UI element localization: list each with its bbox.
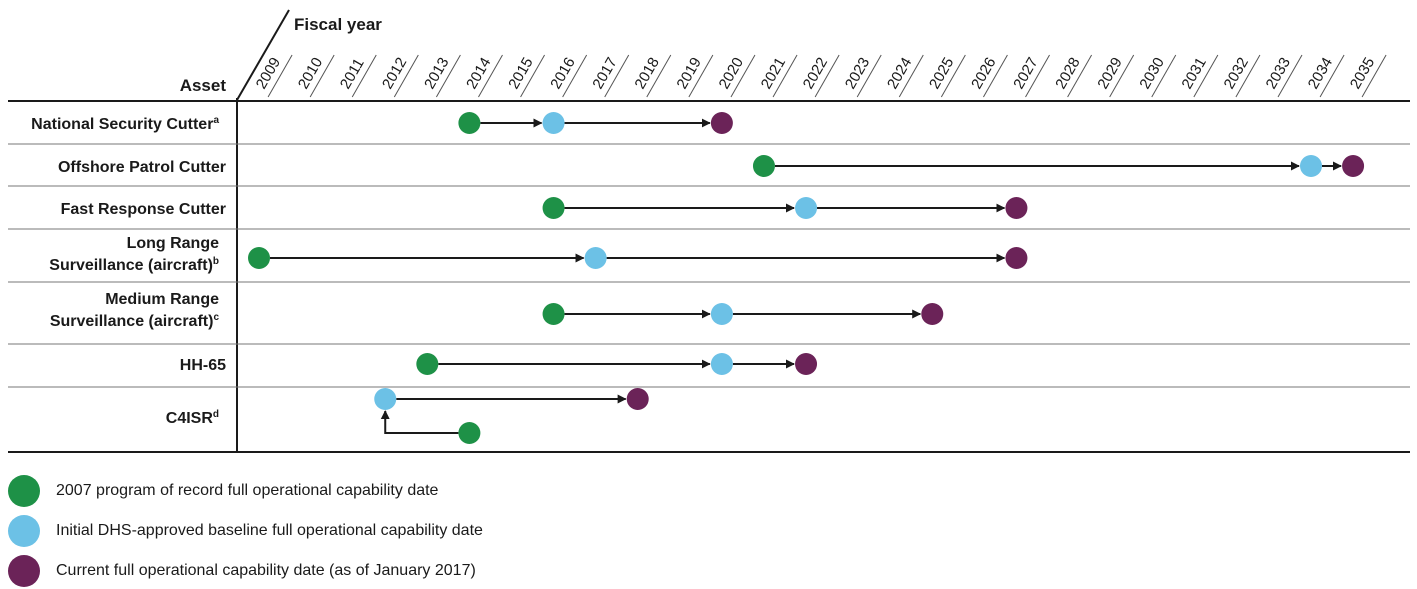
blue-circle-icon <box>8 515 40 547</box>
year-tick-label: 2015 <box>505 55 536 92</box>
year-tick-label: 2019 <box>674 55 705 92</box>
year-tick-label: 2016 <box>547 55 578 92</box>
year-divider <box>267 54 293 98</box>
legend-item-program-of-record: 2007 program of record full operational … <box>8 475 708 509</box>
year-divider <box>309 54 335 98</box>
current-marker <box>1005 197 1028 219</box>
year-divider <box>730 54 756 98</box>
year-divider <box>435 54 461 98</box>
year-tick-label: 2035 <box>1347 55 1378 92</box>
year-divider <box>1361 54 1387 98</box>
year-tick-label: 2026 <box>968 55 999 92</box>
year-tick-label: 2028 <box>1052 55 1083 92</box>
program-of-record-marker <box>416 353 439 375</box>
program-of-record-marker <box>458 112 481 134</box>
current-marker <box>921 303 944 325</box>
legend-label-program-of-record: 2007 program of record full operational … <box>56 482 439 499</box>
fol-timeline-chart: Fiscal year Asset 2009 2010 2011 2012 2013 2014… <box>8 9 1410 453</box>
current-marker <box>626 388 649 410</box>
asset-label-row: HH-65 <box>180 357 226 374</box>
green-circle-icon <box>8 475 40 507</box>
year-tick-label: 2029 <box>1094 55 1125 92</box>
year-divider <box>983 54 1008 98</box>
year-divider <box>814 54 840 98</box>
asset-label-row: C4ISRd <box>166 409 219 427</box>
year-divider <box>562 54 588 98</box>
baseline-marker <box>1300 155 1322 177</box>
year-divider <box>1319 54 1345 98</box>
program-of-record-marker <box>542 197 565 219</box>
year-tick-label: 2023 <box>842 55 873 92</box>
year-divider <box>856 54 882 98</box>
connector-arrow <box>380 410 459 434</box>
year-tick-label: 2009 <box>253 55 284 92</box>
baseline-marker <box>710 303 733 325</box>
year-tick-label: 2024 <box>884 55 915 92</box>
year-divider <box>393 54 419 98</box>
fiscal-year-label: Fiscal year <box>294 15 382 34</box>
year-tick-label: 2025 <box>926 55 957 92</box>
year-divider <box>1025 54 1050 98</box>
year-divider <box>1235 54 1261 98</box>
asset-label: Asset <box>180 76 227 95</box>
legend-item-current: Current full operational capability date… <box>8 555 708 589</box>
asset-label-row: National Security Cuttera <box>31 115 219 133</box>
baseline-marker <box>542 112 565 134</box>
legend-label-baseline: Initial DHS-approved baseline full opera… <box>56 522 483 539</box>
year-tick-label: 2022 <box>800 55 831 92</box>
year-tick-label: 2014 <box>463 55 494 92</box>
header-slash <box>236 9 290 101</box>
asset-label-row: Long Range Surveillance (aircraft)b <box>49 235 219 274</box>
year-divider <box>898 54 924 98</box>
year-divider <box>688 54 714 98</box>
current-marker <box>710 112 733 134</box>
year-divider <box>1277 54 1303 98</box>
year-tick-label: 2020 <box>716 55 747 92</box>
legend-label-current: Current full operational capability date… <box>56 562 476 579</box>
year-divider <box>604 54 630 98</box>
baseline-marker <box>374 388 397 410</box>
year-tick-label: 2030 <box>1136 55 1167 92</box>
baseline-marker <box>710 353 733 375</box>
year-divider <box>646 54 672 98</box>
year-tick-label: 2031 <box>1179 55 1210 92</box>
year-divider <box>1109 54 1135 98</box>
baseline-marker <box>795 197 818 219</box>
current-marker <box>1005 247 1028 269</box>
year-tick-label: 2017 <box>589 55 620 92</box>
year-tick-label: 2034 <box>1305 55 1336 92</box>
year-divider <box>772 54 798 98</box>
year-divider <box>1067 54 1093 98</box>
year-tick-label: 2032 <box>1221 55 1252 92</box>
year-divider <box>1193 54 1219 98</box>
program-of-record-marker <box>458 422 481 444</box>
baseline-marker <box>584 247 607 269</box>
program-of-record-marker <box>752 155 775 177</box>
year-tick-label: 2033 <box>1263 55 1294 92</box>
year-divider <box>1151 54 1177 98</box>
year-divider <box>520 54 545 98</box>
year-divider <box>940 54 966 98</box>
year-tick-label: 2013 <box>421 55 452 92</box>
current-marker <box>1342 155 1365 177</box>
year-tick-label: 2027 <box>1010 55 1041 92</box>
year-tick-label: 2018 <box>631 55 662 92</box>
asset-label-row: Offshore Patrol Cutter <box>58 159 226 176</box>
purple-circle-icon <box>8 555 40 587</box>
asset-label-row: Medium Range Surveillance (aircraft)c <box>50 291 220 330</box>
current-marker <box>795 353 818 375</box>
asset-label-row: Fast Response Cutter <box>61 201 226 218</box>
year-tick-label: 2021 <box>758 55 789 92</box>
year-tick-label: 2011 <box>337 56 368 92</box>
year-tick-label: 2012 <box>379 55 410 92</box>
program-of-record-marker <box>542 303 565 325</box>
legend-item-baseline: Initial DHS-approved baseline full opera… <box>8 515 708 549</box>
program-of-record-marker <box>248 247 270 269</box>
year-tick-label: 2010 <box>295 55 326 92</box>
year-divider <box>478 54 503 98</box>
year-divider <box>351 54 377 98</box>
